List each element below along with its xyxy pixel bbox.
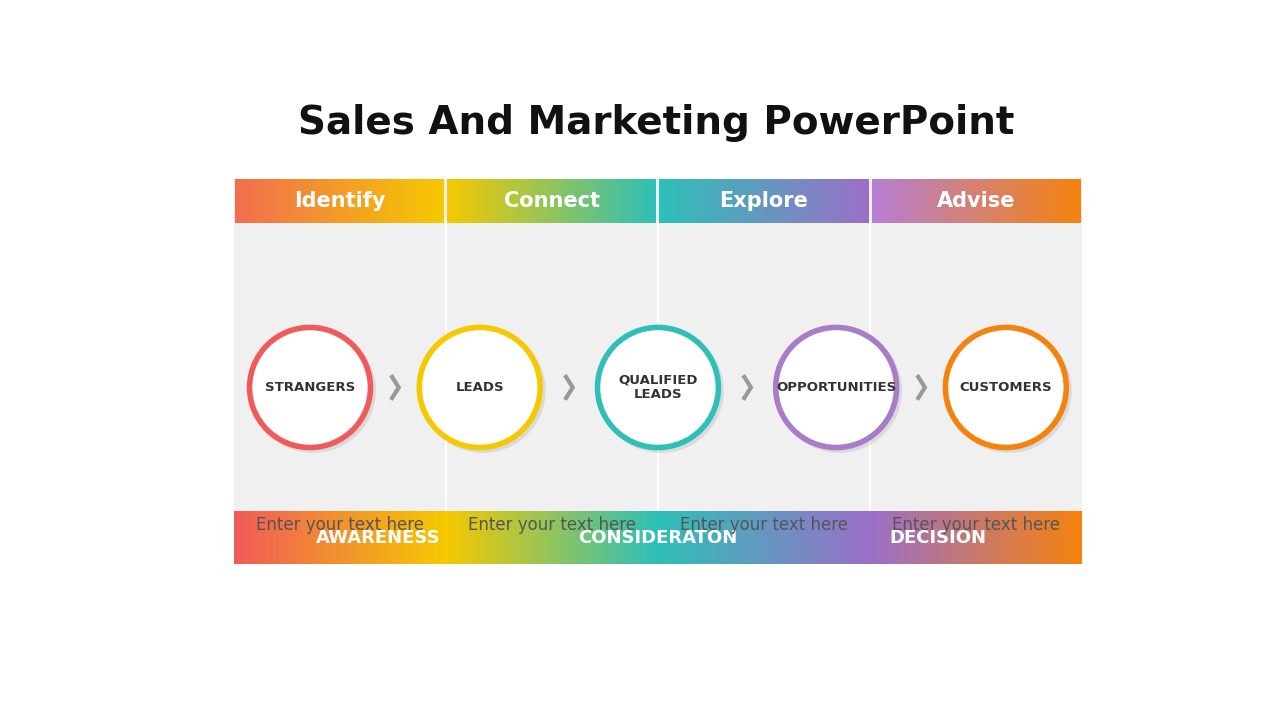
Ellipse shape (250, 328, 370, 448)
Text: Advise: Advise (937, 191, 1015, 211)
Ellipse shape (946, 328, 1066, 448)
FancyBboxPatch shape (234, 179, 1083, 564)
Text: CUSTOMERS: CUSTOMERS (960, 381, 1052, 394)
Text: Enter your text here: Enter your text here (256, 516, 424, 534)
Ellipse shape (420, 328, 545, 453)
Text: CONSIDERATON: CONSIDERATON (579, 528, 737, 546)
Ellipse shape (598, 328, 718, 448)
Text: Enter your text here: Enter your text here (468, 516, 636, 534)
Text: Enter your text here: Enter your text here (892, 516, 1060, 534)
Text: Identify: Identify (294, 191, 385, 211)
Text: Sales And Marketing PowerPoint: Sales And Marketing PowerPoint (298, 104, 1014, 143)
Text: DECISION: DECISION (890, 528, 987, 546)
Text: Enter your text here: Enter your text here (680, 516, 849, 534)
Ellipse shape (420, 328, 540, 448)
Text: STRANGERS: STRANGERS (265, 381, 355, 394)
Text: Connect: Connect (504, 191, 600, 211)
Text: Explore: Explore (719, 191, 809, 211)
Text: QUALIFIED
LEADS: QUALIFIED LEADS (618, 374, 698, 402)
Ellipse shape (776, 328, 896, 448)
Ellipse shape (251, 328, 376, 453)
Text: OPPORTUNITIES: OPPORTUNITIES (776, 381, 896, 394)
Ellipse shape (946, 328, 1071, 453)
Text: LEADS: LEADS (456, 381, 504, 394)
Ellipse shape (598, 328, 723, 453)
Text: AWARENESS: AWARENESS (316, 528, 440, 546)
Ellipse shape (777, 328, 902, 453)
